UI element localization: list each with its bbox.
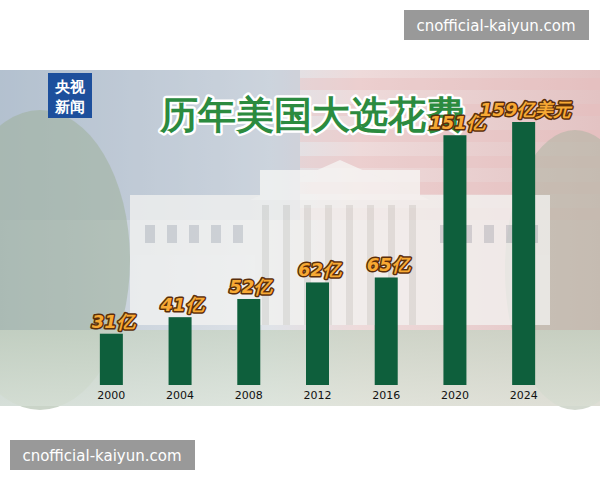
page: {"chart_data": {"type": "bar", "title": … — [0, 0, 600, 480]
title: 历年美国大选花费 — [159, 93, 464, 137]
window — [233, 225, 243, 243]
x-tick-label: 2024 — [510, 389, 538, 402]
logo-text: 央视 — [54, 78, 85, 96]
bar — [306, 282, 329, 385]
data-label: 52亿 — [229, 276, 274, 297]
chart-canvas: 央视新闻 历年美国大选花费 31亿 41亿 52亿 62亿 65亿 151亿159亿美元 200… — [0, 0, 600, 480]
bar — [100, 334, 123, 385]
data-label: 62亿 — [298, 259, 343, 280]
x-tick-label: 2012 — [304, 389, 332, 402]
column — [346, 205, 353, 325]
bar — [443, 135, 466, 385]
data-label: 159亿美元 — [480, 99, 574, 120]
bars — [100, 122, 535, 385]
data-label: 41亿 — [160, 294, 206, 315]
bar — [169, 317, 192, 385]
logo-text: 新闻 — [54, 98, 85, 116]
watermark: cnofficial-kaiyun.com — [416, 17, 575, 35]
x-tick-label: 2004 — [166, 389, 194, 402]
ground — [0, 330, 600, 406]
data-label: 151亿 — [429, 112, 487, 133]
data-label: 31亿 — [92, 311, 137, 332]
column — [262, 205, 269, 325]
window — [484, 225, 494, 243]
x-tick-label: 2016 — [372, 389, 400, 402]
window — [167, 225, 177, 243]
x-tick-label: 2008 — [235, 389, 263, 402]
x-tick-label: 2000 — [97, 389, 125, 402]
window — [145, 225, 155, 243]
bar — [512, 122, 535, 385]
window — [189, 225, 199, 243]
flag-stripe — [300, 78, 600, 90]
watermark-box — [404, 10, 589, 40]
watermark-box — [10, 440, 195, 470]
bar — [375, 277, 398, 385]
data-label: 65亿 — [367, 254, 412, 275]
building — [130, 195, 550, 325]
window — [211, 225, 221, 243]
logo-box — [48, 73, 92, 118]
column — [409, 205, 416, 325]
x-tick-label: 2020 — [441, 389, 469, 402]
column — [283, 205, 290, 325]
white-house — [130, 160, 550, 325]
bar — [237, 299, 260, 385]
watermark: cnofficial-kaiyun.com — [22, 447, 181, 465]
portico-roof — [250, 160, 430, 200]
